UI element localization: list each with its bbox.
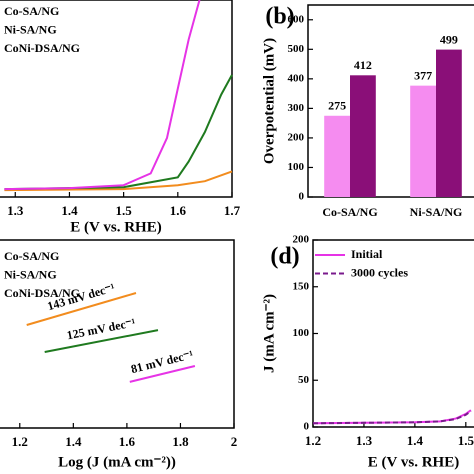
x-tick-label: 1.2 [12,434,28,449]
x-tick-label: 1.4 [407,433,424,448]
x-tick-label: Ni-SA/NG [410,205,463,219]
y-tick-label: 400 [288,72,305,84]
data-line [4,74,233,191]
x-tick-label: 1.6 [170,203,187,218]
legend-label: Co-SA/NG [4,249,59,263]
y-tick-label: 500 [288,43,305,55]
bar [324,115,350,197]
x-tick-label: 1.8 [172,434,189,449]
y-tick-label: 200 [293,234,310,246]
plot-frame [0,239,235,429]
legend-label: Initial [351,247,383,261]
legend-label: Ni-SA/NG [4,267,57,281]
x-axis-label: E (V vs. RHE) [368,454,459,470]
slope-annotation: 81 mV dec⁻¹ [129,347,195,376]
y-tick-label: 150 [293,280,310,292]
x-tick-label: 1.3 [7,203,24,218]
x-tick-label: 1.4 [61,203,78,218]
data-line [44,329,159,353]
data-line [129,365,196,383]
slope-annotation: 125 mV dec⁻¹ [66,315,137,342]
x-axis-label: Log (J (mA cm⁻²)) [58,454,176,470]
legend-label: Co-SA/NG [4,4,59,18]
y-tick-label: 0 [304,421,310,433]
legend-label: 3000 cycles [351,265,408,279]
legend-label: CoNi-DSA/NG [4,286,80,300]
x-tick-label: 1.7 [224,203,241,218]
x-tick-label: 1.4 [65,434,82,449]
y-tick-label: 300 [288,102,305,114]
bar-value-label: 412 [354,58,372,72]
data-line [312,410,472,425]
y-tick-label: 100 [293,327,310,339]
x-tick-label: Co-SA/NG [322,205,377,219]
plot-frame [307,4,474,198]
legend-label: CoNi-DSA/NG [4,41,80,55]
x-tick-label: 2 [231,434,238,449]
bar-value-label: 275 [328,99,346,113]
data-line [4,170,233,192]
y-axis-label: J (mA cm⁻²) [261,294,277,373]
legend-label: Ni-SA/NG [4,22,57,36]
x-tick-label: 1.6 [119,434,136,449]
data-line [4,0,201,191]
y-axis-label: Overpotential (mV) [261,38,277,164]
bar-value-label: 377 [414,68,432,82]
x-tick-label: 1.5 [458,433,474,448]
panel-label: (d) [270,244,299,270]
bar [350,75,376,197]
y-tick-label: 200 [288,131,305,143]
bar [410,85,436,197]
data-line [26,292,137,326]
plot-frame [0,0,233,198]
y-tick-label: 0 [299,191,305,203]
x-tick-label: 1.2 [305,433,321,448]
y-tick-label: 50 [298,374,310,386]
x-tick-label: 1.5 [116,203,133,218]
data-line [312,409,472,425]
y-tick-label: 100 [288,161,305,173]
x-tick-label: 1.3 [356,433,373,448]
x-axis-label: E (V vs. RHE) [70,219,161,235]
bar-value-label: 499 [440,32,458,46]
bar [436,49,462,198]
panel-label: (b) [265,4,294,30]
y-tick-label: 600 [288,13,305,25]
